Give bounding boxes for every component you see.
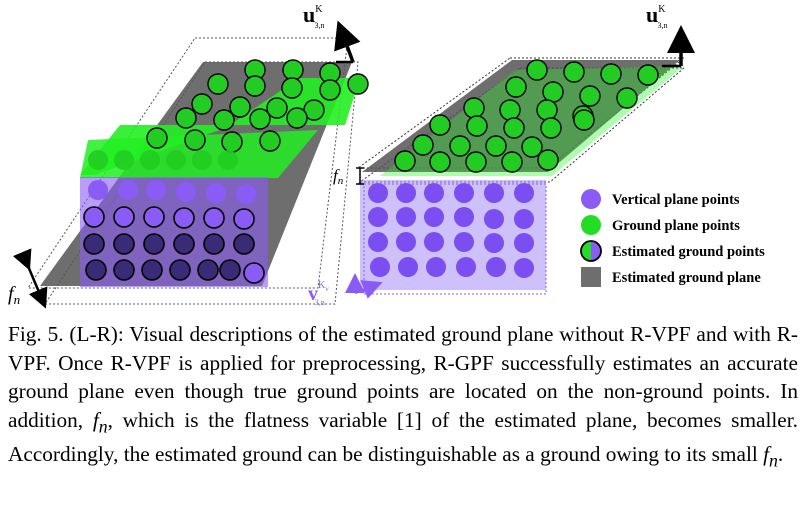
legend-half-green (581, 241, 591, 261)
right-normal-vector-label: uK 3,n (646, 2, 667, 30)
caption-text-suffix: . (777, 442, 784, 467)
legend-item-estimated-points: Estimated ground points (580, 240, 765, 262)
left-ground-points (88, 59, 369, 170)
legend-estimated-circle-outline (580, 240, 602, 262)
right-vertical-vector (345, 273, 383, 299)
right-ground-points (394, 59, 659, 173)
legend-label-vertical: Vertical plane points (612, 192, 740, 208)
legend: Vertical plane points Ground plane point… (580, 189, 765, 287)
right-panel: uK 3,n fn vKv 3,n (308, 2, 695, 307)
legend-green-circle (581, 215, 601, 235)
right-flatness-bracket (356, 167, 364, 185)
legend-item-plane: Estimated ground plane (581, 267, 761, 287)
legend-label-estimated-points: Estimated ground points (612, 244, 765, 260)
left-estimated-points (83, 206, 265, 284)
right-vertical-vector-label: vKv 3,n (308, 280, 329, 307)
legend-half-purple (591, 241, 601, 261)
caption-flatness-var-2: fn (763, 442, 778, 471)
left-vertical-points (88, 180, 256, 204)
right-ground-plane-glow (380, 66, 684, 176)
legend-label-plane: Estimated ground plane (612, 270, 761, 286)
caption-text-middle: , which is the flatness variable [1] of … (8, 407, 798, 467)
left-flatness-arrow (12, 248, 48, 309)
legend-item-vertical: Vertical plane points (581, 189, 740, 209)
legend-purple-circle (581, 189, 601, 209)
right-normal-vector (662, 25, 695, 68)
legend-gray-square (581, 267, 601, 287)
right-estimated-ground-plane (362, 60, 680, 172)
left-panel: uK 3,n fn (8, 2, 369, 309)
right-vertical-points (368, 183, 534, 278)
right-vertical-region-outline (363, 183, 547, 295)
figure-illustration: uK 3,n fn (8, 2, 765, 309)
legend-label-ground: Ground plane points (612, 218, 740, 234)
left-bounding-box-outer (27, 37, 349, 289)
left-normal-vector-label: uK 3,n (303, 2, 324, 30)
caption-flatness-var: fn (92, 407, 108, 436)
legend-item-ground: Ground plane points (581, 215, 740, 235)
right-flatness-label: fn (333, 166, 344, 187)
figure-caption: Fig. 5. (L-R): Visual descriptions of th… (8, 320, 798, 475)
caption-text-prefix: Fig. 5. (L-R): Visual descriptions of th… (8, 322, 798, 432)
left-normal-vector (334, 20, 361, 64)
left-flatness-label: fn (8, 283, 20, 307)
